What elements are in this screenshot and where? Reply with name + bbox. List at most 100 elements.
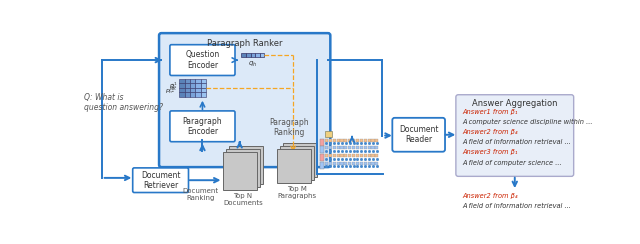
Bar xyxy=(201,88,206,92)
Bar xyxy=(195,92,201,97)
Bar xyxy=(184,92,190,97)
FancyBboxPatch shape xyxy=(170,111,235,142)
Bar xyxy=(340,139,344,142)
Bar xyxy=(367,146,371,149)
Bar xyxy=(371,139,374,142)
Bar xyxy=(260,53,264,57)
Bar xyxy=(325,139,328,142)
Bar xyxy=(360,139,363,142)
Bar xyxy=(360,146,363,149)
Bar xyxy=(344,162,348,165)
FancyBboxPatch shape xyxy=(170,45,235,75)
Bar xyxy=(329,139,332,142)
FancyBboxPatch shape xyxy=(159,33,330,167)
Bar xyxy=(333,146,336,149)
Text: Document
Retriever: Document Retriever xyxy=(141,171,180,190)
Bar xyxy=(375,162,378,165)
Text: Top M
Paragraphs: Top M Paragraphs xyxy=(277,186,317,199)
Bar xyxy=(344,154,348,157)
Bar xyxy=(333,139,336,142)
FancyBboxPatch shape xyxy=(456,95,573,176)
Bar xyxy=(367,154,371,157)
Bar xyxy=(184,83,190,88)
Bar xyxy=(352,146,355,149)
Text: $q_h$: $q_h$ xyxy=(248,60,257,69)
Bar xyxy=(325,154,328,157)
Text: Document
Ranking: Document Ranking xyxy=(182,188,218,201)
Bar xyxy=(320,162,324,169)
Bar xyxy=(179,83,184,88)
Bar xyxy=(190,92,195,97)
Bar xyxy=(352,162,355,165)
Bar xyxy=(179,92,184,97)
Bar xyxy=(356,162,359,165)
Bar xyxy=(375,139,378,142)
FancyBboxPatch shape xyxy=(392,118,445,152)
Bar xyxy=(255,53,260,57)
Bar xyxy=(325,146,328,149)
Bar xyxy=(371,162,374,165)
Bar xyxy=(364,146,367,149)
Text: Q: What is
question answering?: Q: What is question answering? xyxy=(84,93,163,112)
FancyBboxPatch shape xyxy=(132,168,189,193)
Bar xyxy=(195,79,201,83)
Bar xyxy=(348,139,351,142)
Text: Answer1 from β₁: Answer1 from β₁ xyxy=(463,109,518,115)
Bar xyxy=(340,162,344,165)
Bar xyxy=(329,154,332,157)
Bar xyxy=(364,162,367,165)
Bar xyxy=(201,92,206,97)
Bar xyxy=(179,79,184,83)
Bar xyxy=(356,154,359,157)
Bar xyxy=(375,154,378,157)
Bar xyxy=(201,83,206,88)
Bar xyxy=(352,154,355,157)
Bar xyxy=(348,162,351,165)
Text: Paragraph
Encoder: Paragraph Encoder xyxy=(182,117,222,136)
Bar xyxy=(348,154,351,157)
Bar xyxy=(195,83,201,88)
Bar xyxy=(364,139,367,142)
Bar xyxy=(333,154,336,157)
Bar xyxy=(337,162,340,165)
Bar xyxy=(375,146,378,149)
Text: ⋮: ⋮ xyxy=(168,83,178,93)
Bar xyxy=(360,162,363,165)
FancyBboxPatch shape xyxy=(283,143,317,177)
Text: Paragraph
Ranking: Paragraph Ranking xyxy=(269,118,309,137)
Bar xyxy=(320,139,324,146)
Bar xyxy=(241,53,246,57)
Text: $p^1_h$: $p^1_h$ xyxy=(169,80,178,91)
Bar xyxy=(184,79,190,83)
Bar xyxy=(344,139,348,142)
Text: Answer Aggregation: Answer Aggregation xyxy=(472,99,557,108)
Bar xyxy=(367,139,371,142)
Bar xyxy=(320,154,324,161)
Bar xyxy=(325,162,328,165)
Bar xyxy=(360,154,363,157)
Text: Answer3 from β₁: Answer3 from β₁ xyxy=(463,149,518,155)
Bar xyxy=(195,88,201,92)
FancyBboxPatch shape xyxy=(277,149,311,183)
Text: A computer science discipline within ...: A computer science discipline within ... xyxy=(463,119,593,125)
Text: Answer2 from β₄: Answer2 from β₄ xyxy=(463,193,518,199)
Bar xyxy=(356,146,359,149)
Bar xyxy=(356,139,359,142)
Bar xyxy=(201,79,206,83)
Bar xyxy=(329,162,332,165)
Bar xyxy=(371,146,374,149)
Text: A field of information retrieval ...: A field of information retrieval ... xyxy=(463,139,572,145)
Text: Answer2 from β₄: Answer2 from β₄ xyxy=(463,129,518,135)
Text: A field of information retrieval ...: A field of information retrieval ... xyxy=(463,203,572,209)
Text: A field of computer science ...: A field of computer science ... xyxy=(463,159,563,165)
Bar xyxy=(329,146,332,149)
Bar xyxy=(352,139,355,142)
Text: Top N
Documents: Top N Documents xyxy=(223,193,262,206)
Bar xyxy=(190,88,195,92)
Bar xyxy=(344,146,348,149)
Text: Document
Reader: Document Reader xyxy=(399,125,438,144)
Bar xyxy=(190,83,195,88)
Bar xyxy=(367,162,371,165)
FancyBboxPatch shape xyxy=(280,146,314,180)
Bar xyxy=(340,146,344,149)
